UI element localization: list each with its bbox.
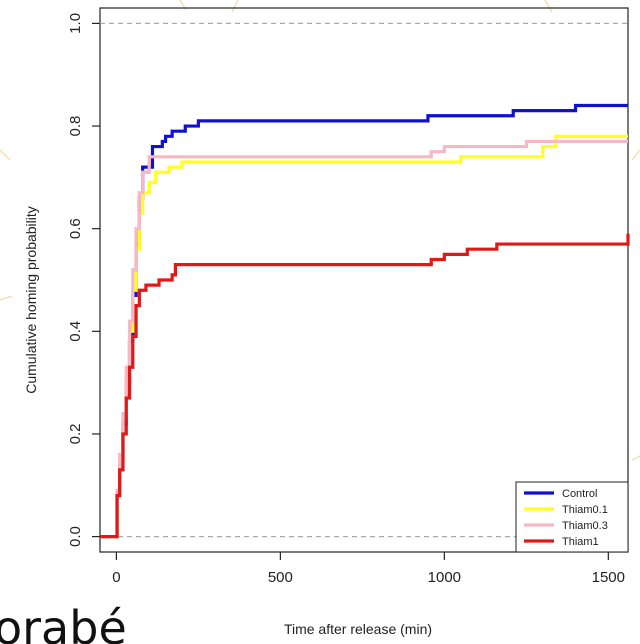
y-tick-label: 0.4 <box>67 321 84 342</box>
series-line-thiam0-3 <box>100 139 628 539</box>
decorative-rays <box>0 0 640 461</box>
series-line-control <box>100 103 628 539</box>
x-tick-label: 1500 <box>592 569 625 586</box>
legend-entry: Thiam0.1 <box>562 504 608 516</box>
reference-lines <box>100 22 628 538</box>
x-axis-label: Time after release (min) <box>284 621 432 637</box>
x-tick-label: 0 <box>112 569 120 586</box>
legend-entry: Control <box>562 488 597 500</box>
y-axis-label: Cumulative homing probability <box>23 206 39 394</box>
y-tick-label: 1.0 <box>67 13 84 34</box>
legend: Control Thiam0.1 Thiam0.3 Thiam1 <box>515 481 629 553</box>
legend-entry: Thiam0.3 <box>562 520 608 532</box>
series-line-thiam0-1 <box>100 134 628 539</box>
x-tick-label: 1000 <box>428 569 461 586</box>
series-lines <box>100 103 630 539</box>
series-line-thiam1 <box>100 233 630 539</box>
x-tick-label: 500 <box>268 569 293 586</box>
y-axis: 0.0 0.2 0.4 0.6 0.8 1.0 <box>67 13 100 547</box>
plot-frame <box>99 7 629 553</box>
x-axis: 0 500 1000 1500 <box>112 552 625 586</box>
y-tick-label: 0.6 <box>67 218 84 239</box>
y-tick-label: 0.0 <box>67 526 84 547</box>
y-tick-label: 0.2 <box>67 424 84 445</box>
legend-entry: Thiam1 <box>562 536 599 548</box>
y-tick-label: 0.8 <box>67 116 84 137</box>
corner-text: orabé <box>0 601 127 644</box>
